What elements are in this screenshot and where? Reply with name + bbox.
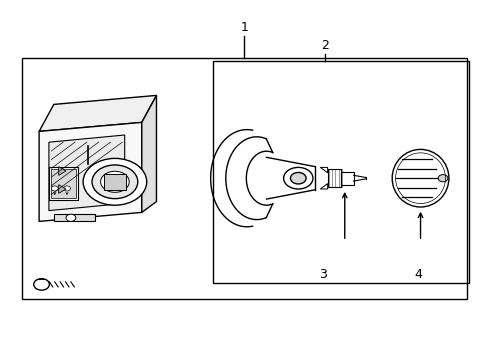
- Circle shape: [101, 171, 129, 192]
- Polygon shape: [54, 214, 95, 221]
- Circle shape: [66, 214, 76, 221]
- Bar: [22, 58, 466, 299]
- Text: 1: 1: [240, 21, 248, 34]
- Polygon shape: [39, 95, 156, 131]
- Bar: [104, 174, 125, 190]
- Circle shape: [51, 186, 58, 191]
- Bar: [49, 167, 78, 200]
- Polygon shape: [142, 95, 156, 212]
- Ellipse shape: [391, 149, 448, 207]
- Circle shape: [83, 158, 146, 205]
- Text: 2: 2: [321, 39, 328, 52]
- Circle shape: [290, 172, 305, 184]
- Text: 4: 4: [413, 268, 421, 281]
- Polygon shape: [59, 185, 66, 193]
- Bar: [212, 61, 468, 283]
- Circle shape: [92, 165, 138, 199]
- Bar: [51, 169, 76, 198]
- Polygon shape: [39, 122, 142, 221]
- Circle shape: [34, 279, 49, 290]
- Polygon shape: [49, 135, 124, 211]
- Polygon shape: [59, 167, 66, 175]
- Circle shape: [283, 167, 312, 189]
- Polygon shape: [320, 167, 327, 173]
- Bar: [327, 169, 341, 187]
- Bar: [341, 172, 353, 185]
- Circle shape: [63, 186, 70, 191]
- Polygon shape: [320, 184, 327, 189]
- Text: 3: 3: [318, 268, 326, 281]
- Circle shape: [437, 175, 447, 182]
